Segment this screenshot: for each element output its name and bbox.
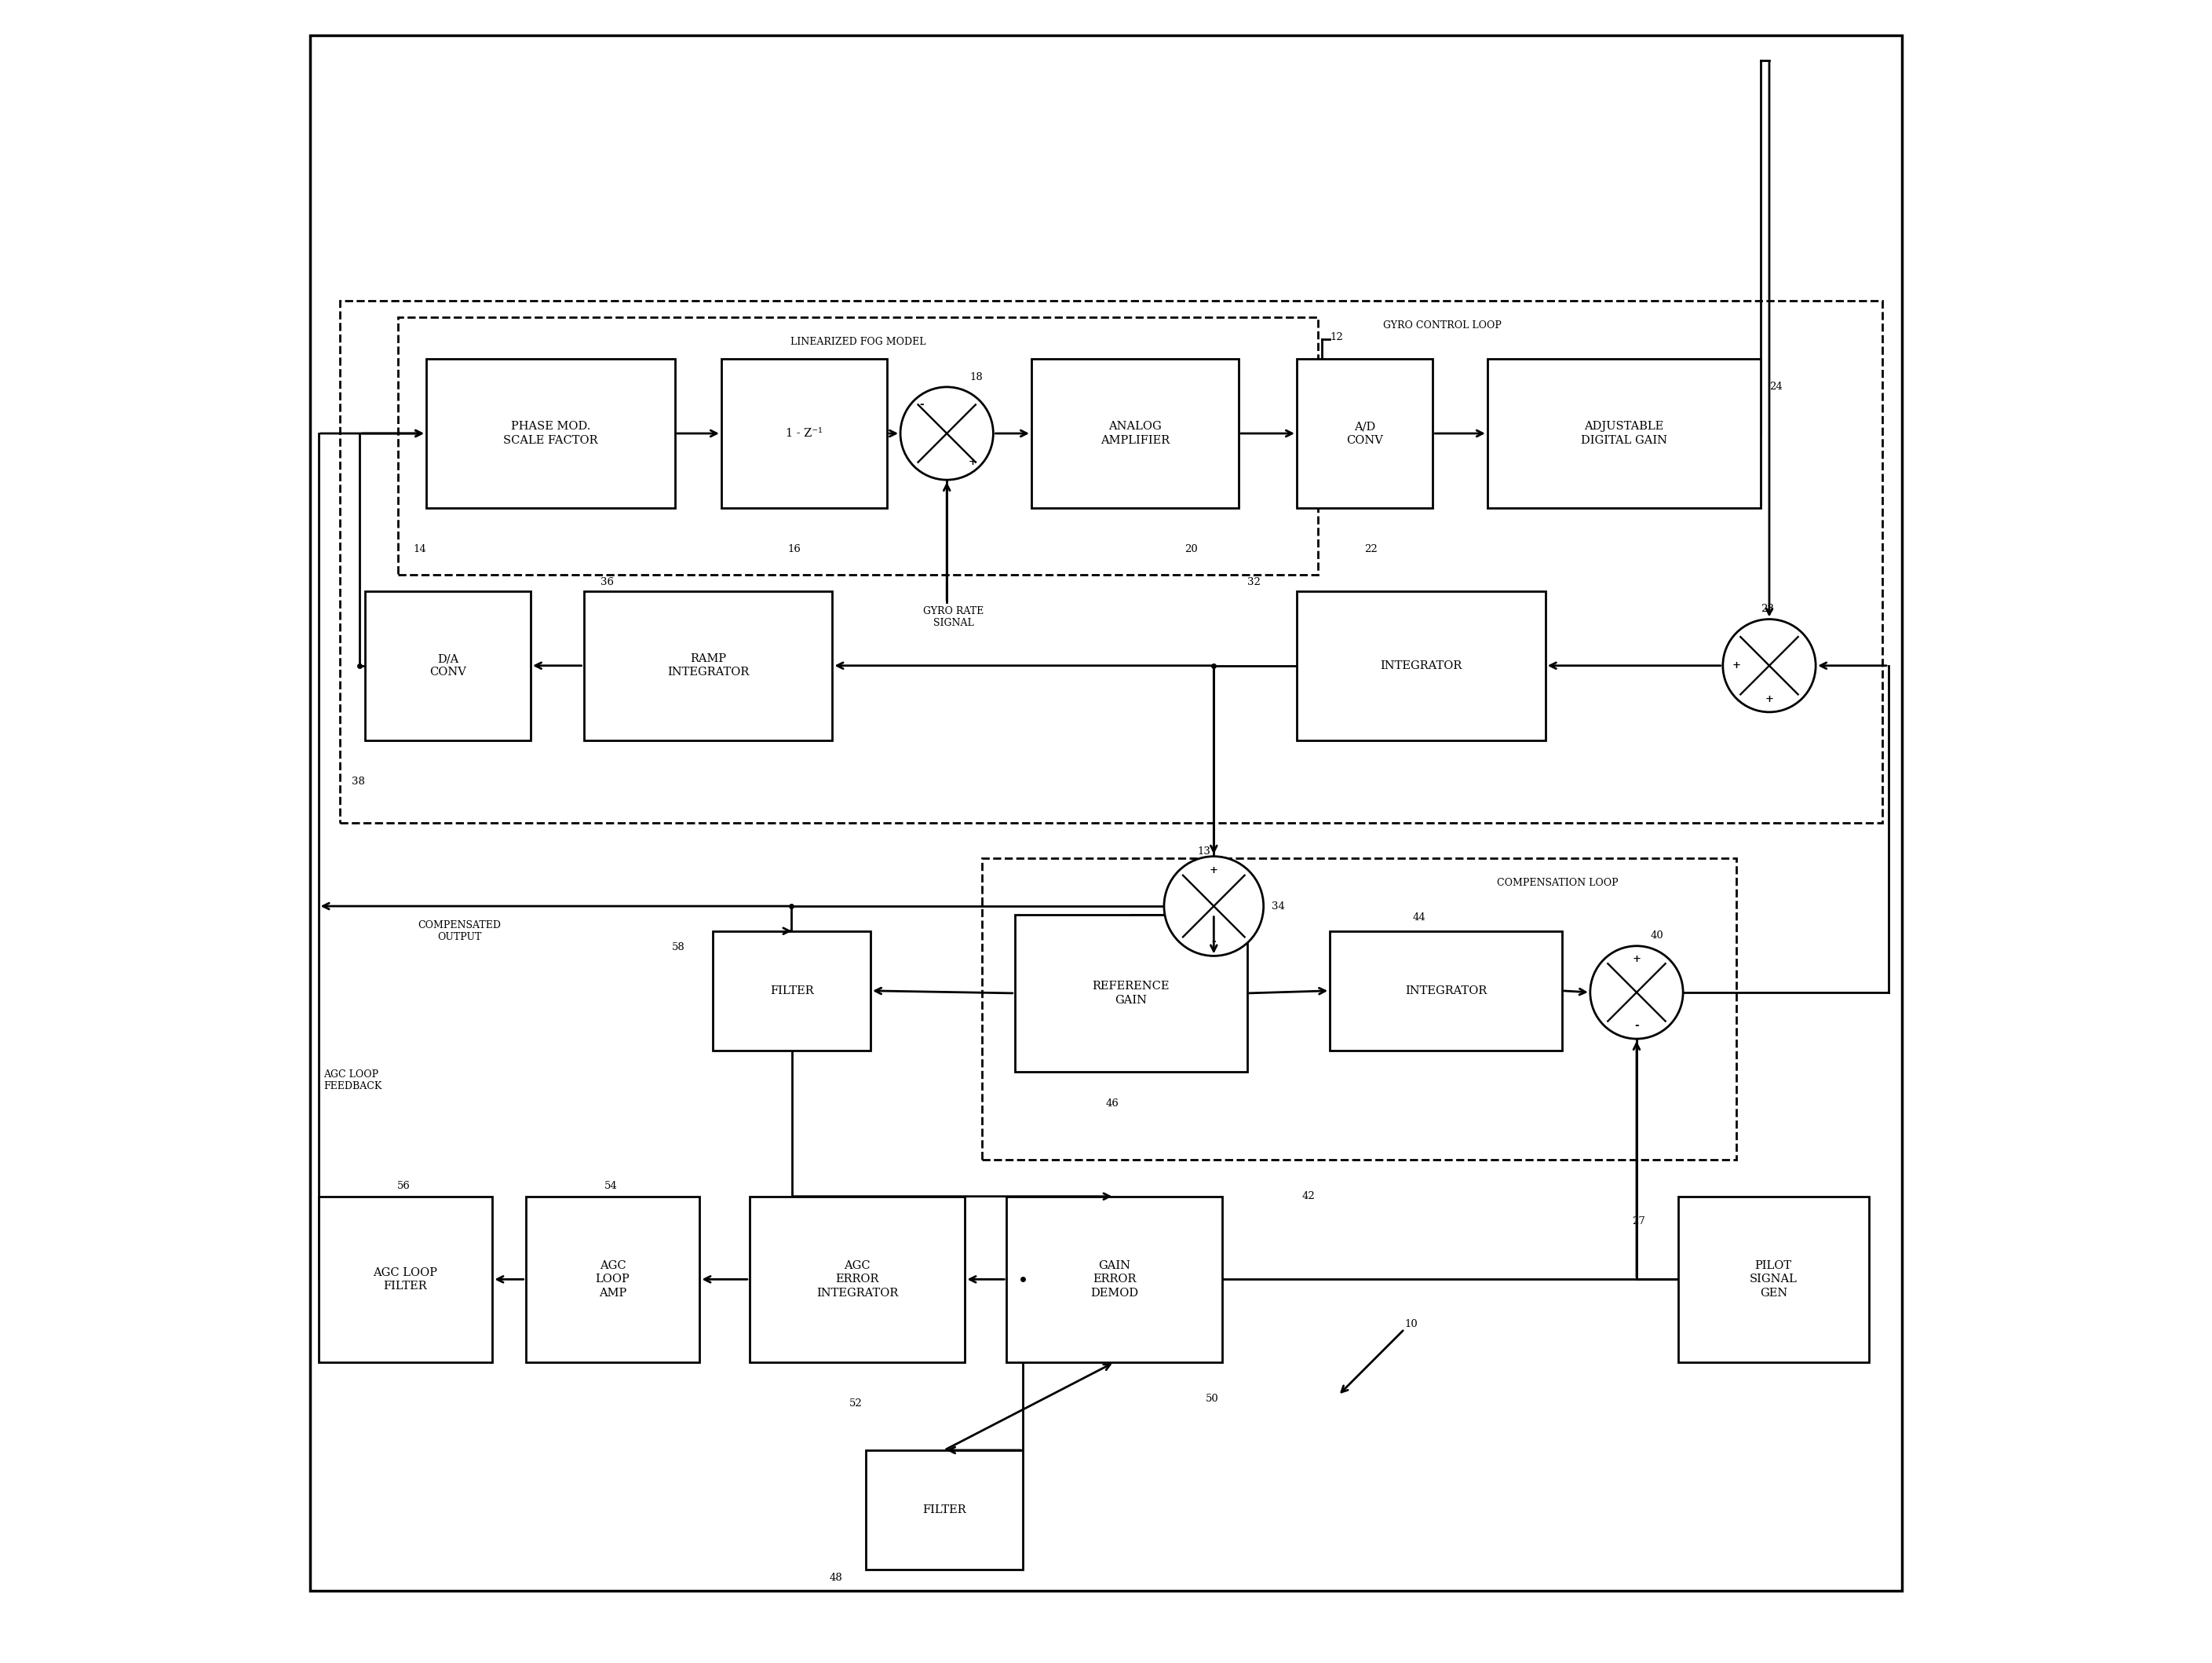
Text: 40: 40 (1650, 931, 1663, 941)
Text: 24: 24 (1770, 382, 1783, 392)
Text: +: + (1732, 660, 1741, 670)
Text: 54: 54 (604, 1181, 617, 1191)
Text: 44: 44 (1413, 913, 1427, 923)
Text: GYRO CONTROL LOOP: GYRO CONTROL LOOP (1382, 321, 1502, 331)
Text: 13: 13 (1197, 846, 1210, 856)
FancyBboxPatch shape (1329, 931, 1562, 1051)
Text: REFERENCE
GAIN: REFERENCE GAIN (1093, 981, 1170, 1006)
Text: -: - (1635, 1021, 1639, 1031)
Text: 16: 16 (787, 544, 801, 554)
Text: 42: 42 (1301, 1191, 1314, 1201)
Text: INTEGRATOR: INTEGRATOR (1380, 660, 1462, 672)
Text: PHASE MOD.
SCALE FACTOR: PHASE MOD. SCALE FACTOR (502, 421, 597, 446)
FancyBboxPatch shape (750, 1196, 964, 1362)
FancyBboxPatch shape (865, 1450, 1024, 1570)
Text: ANALOG
AMPLIFIER: ANALOG AMPLIFIER (1099, 421, 1170, 446)
Text: 10: 10 (1405, 1319, 1418, 1329)
Text: AGC LOOP
FILTER: AGC LOOP FILTER (374, 1267, 438, 1292)
Text: ADJUSTABLE
DIGITAL GAIN: ADJUSTABLE DIGITAL GAIN (1582, 421, 1668, 446)
FancyBboxPatch shape (712, 931, 872, 1051)
FancyBboxPatch shape (1006, 1196, 1221, 1362)
Circle shape (900, 387, 993, 481)
Text: 1 - Z⁻¹: 1 - Z⁻¹ (785, 427, 823, 439)
Text: PILOT
SIGNAL
GEN: PILOT SIGNAL GEN (1750, 1261, 1798, 1299)
Text: 56: 56 (398, 1181, 411, 1191)
Text: 28: 28 (1761, 604, 1774, 614)
FancyBboxPatch shape (1296, 359, 1433, 509)
Text: 27: 27 (1632, 1216, 1646, 1226)
Text: +: + (1765, 693, 1774, 703)
FancyBboxPatch shape (1486, 359, 1761, 509)
FancyBboxPatch shape (365, 590, 531, 740)
Text: D/A
CONV: D/A CONV (429, 654, 467, 679)
Text: 32: 32 (1248, 577, 1261, 587)
Text: +: + (1632, 955, 1641, 965)
Text: 50: 50 (1206, 1394, 1219, 1404)
Text: GAIN
ERROR
DEMOD: GAIN ERROR DEMOD (1091, 1261, 1139, 1299)
Text: COMPENSATION LOOP: COMPENSATION LOOP (1498, 878, 1619, 888)
Text: 12: 12 (1329, 333, 1343, 343)
FancyBboxPatch shape (427, 359, 675, 509)
FancyBboxPatch shape (1031, 359, 1239, 509)
Text: 22: 22 (1365, 544, 1378, 554)
FancyBboxPatch shape (319, 1196, 493, 1362)
Text: 52: 52 (849, 1399, 863, 1409)
Text: LINEARIZED FOG MODEL: LINEARIZED FOG MODEL (790, 338, 927, 348)
Text: FILTER: FILTER (922, 1505, 967, 1515)
Text: FILTER: FILTER (770, 984, 814, 996)
Circle shape (1723, 619, 1816, 712)
Text: A/D
CONV: A/D CONV (1347, 421, 1382, 446)
Text: INTEGRATOR: INTEGRATOR (1405, 984, 1486, 996)
Text: +: + (1210, 865, 1219, 875)
Text: GYRO RATE
SIGNAL: GYRO RATE SIGNAL (922, 605, 984, 629)
Text: 58: 58 (672, 943, 686, 953)
Circle shape (1164, 856, 1263, 956)
FancyBboxPatch shape (1679, 1196, 1869, 1362)
Circle shape (1590, 946, 1683, 1039)
Text: -: - (918, 399, 922, 409)
Text: 18: 18 (971, 373, 982, 382)
Text: 36: 36 (599, 577, 613, 587)
Text: 34: 34 (1272, 901, 1285, 911)
FancyBboxPatch shape (721, 359, 887, 509)
Text: AGC
ERROR
INTEGRATOR: AGC ERROR INTEGRATOR (816, 1261, 898, 1299)
FancyBboxPatch shape (526, 1196, 699, 1362)
Text: COMPENSATED
OUTPUT: COMPENSATED OUTPUT (418, 920, 500, 941)
Text: RAMP
INTEGRATOR: RAMP INTEGRATOR (668, 654, 750, 679)
Text: 20: 20 (1186, 544, 1199, 554)
Text: 48: 48 (830, 1573, 843, 1583)
Text: AGC
LOOP
AMP: AGC LOOP AMP (595, 1261, 630, 1299)
FancyBboxPatch shape (310, 35, 1902, 1591)
Text: 46: 46 (1106, 1098, 1119, 1109)
Text: 14: 14 (414, 544, 427, 554)
FancyBboxPatch shape (584, 590, 832, 740)
Text: -: - (1212, 936, 1217, 946)
Text: 38: 38 (352, 777, 365, 787)
Text: +: + (969, 457, 978, 467)
FancyBboxPatch shape (1015, 915, 1248, 1073)
FancyBboxPatch shape (1296, 590, 1546, 740)
Text: AGC LOOP
FEEDBACK: AGC LOOP FEEDBACK (323, 1069, 383, 1091)
